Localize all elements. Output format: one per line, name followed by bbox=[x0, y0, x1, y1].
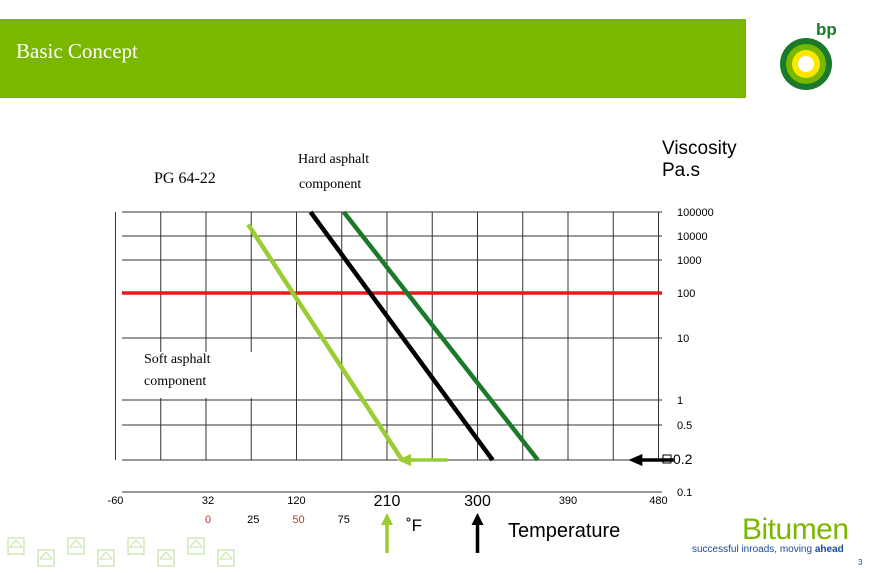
y-tick-label: 0.2 bbox=[673, 451, 693, 467]
visc-arrow-head bbox=[628, 454, 643, 466]
x-tick-label-f: 480 bbox=[649, 495, 667, 507]
temperature-axis-title: Temperature bbox=[508, 520, 621, 542]
up-green-arrow-head bbox=[380, 513, 393, 525]
x-tick-label-f: 390 bbox=[559, 495, 577, 507]
x-tick-label-f: 120 bbox=[287, 495, 305, 507]
footer-pattern-box bbox=[67, 537, 85, 555]
footer-pattern-arrow bbox=[98, 551, 114, 560]
viscosity-label: Viscosity bbox=[662, 138, 737, 159]
x-tick-label-c: 0 bbox=[205, 514, 211, 526]
hard-asphalt-label-2: component bbox=[299, 177, 362, 192]
up-black-arrow-head bbox=[471, 513, 484, 525]
x-tick-label-f: 300 bbox=[464, 493, 491, 510]
footer-pattern-arrow bbox=[188, 539, 204, 548]
soft-asphalt-label-2: component bbox=[144, 374, 207, 389]
y-tick-label: 100000 bbox=[677, 207, 714, 219]
y-tick-label: 10000 bbox=[677, 231, 708, 243]
x-tick-label-f: -60 bbox=[108, 495, 124, 507]
footer-pattern-box bbox=[37, 549, 55, 567]
series-line-blend bbox=[308, 210, 495, 462]
x-tick-label-f: 32 bbox=[202, 495, 214, 507]
footer-pattern-box bbox=[157, 549, 175, 567]
y-tick-label: 100 bbox=[677, 288, 695, 300]
footer-pattern-arrow bbox=[218, 551, 234, 560]
footer-pattern-box bbox=[127, 537, 145, 555]
soft-label-backdrop bbox=[134, 352, 258, 398]
y-tick-label: 1 bbox=[677, 395, 683, 407]
footer-pattern-box bbox=[217, 549, 235, 567]
page-number: 3 bbox=[858, 558, 863, 567]
helios-icon bbox=[780, 38, 832, 90]
y-tick-label: 1000 bbox=[677, 255, 701, 267]
y-tick-label: 0.5 bbox=[677, 420, 692, 432]
tagline-text: successful inroads, moving bbox=[692, 544, 815, 555]
footer-pattern-box bbox=[187, 537, 205, 555]
x-tick-label-f: 210 bbox=[374, 493, 401, 510]
fahrenheit-unit-label: ˚F bbox=[406, 516, 423, 535]
footer-pattern-arrow bbox=[158, 551, 174, 560]
footer-pattern-box bbox=[97, 549, 115, 567]
viscosity-axis-title: Viscosity Pa.s bbox=[662, 138, 737, 182]
footer-pattern-arrow bbox=[68, 539, 84, 548]
series-line-soft bbox=[246, 223, 404, 462]
y-tick-label: 0.1 bbox=[677, 487, 692, 499]
x-tick-label-c: 50 bbox=[292, 514, 304, 526]
pg-grade-label: PG 64-22 bbox=[154, 170, 216, 187]
footer-pattern-arrow bbox=[128, 539, 144, 548]
x-tick-label-c: 75 bbox=[338, 514, 350, 526]
title-bar: Basic Concept bbox=[0, 19, 746, 98]
soft-asphalt-label: Soft asphalt bbox=[144, 352, 211, 367]
soft-arrow-head bbox=[397, 454, 412, 466]
slide-title: Basic Concept bbox=[16, 39, 138, 63]
y-tick-label: 10 bbox=[677, 333, 689, 345]
bp-logo-text: bp bbox=[816, 20, 837, 39]
hard-asphalt-label: Hard asphalt bbox=[298, 152, 370, 167]
x-tick-label-c: 25 bbox=[247, 514, 259, 526]
footer-pattern-box bbox=[7, 537, 25, 555]
footer-pattern-arrow bbox=[8, 539, 24, 548]
tagline-bold: ahead bbox=[814, 544, 844, 555]
viscosity-unit: Pa.s bbox=[662, 160, 701, 181]
bitumen-brand: Bitumen bbox=[742, 513, 849, 546]
footer-pattern-arrow bbox=[38, 551, 54, 560]
bp-logo: bp bbox=[776, 20, 842, 96]
series-line-hard bbox=[341, 210, 540, 462]
bitumen-tagline: successful inroads, moving ahead bbox=[692, 544, 844, 555]
